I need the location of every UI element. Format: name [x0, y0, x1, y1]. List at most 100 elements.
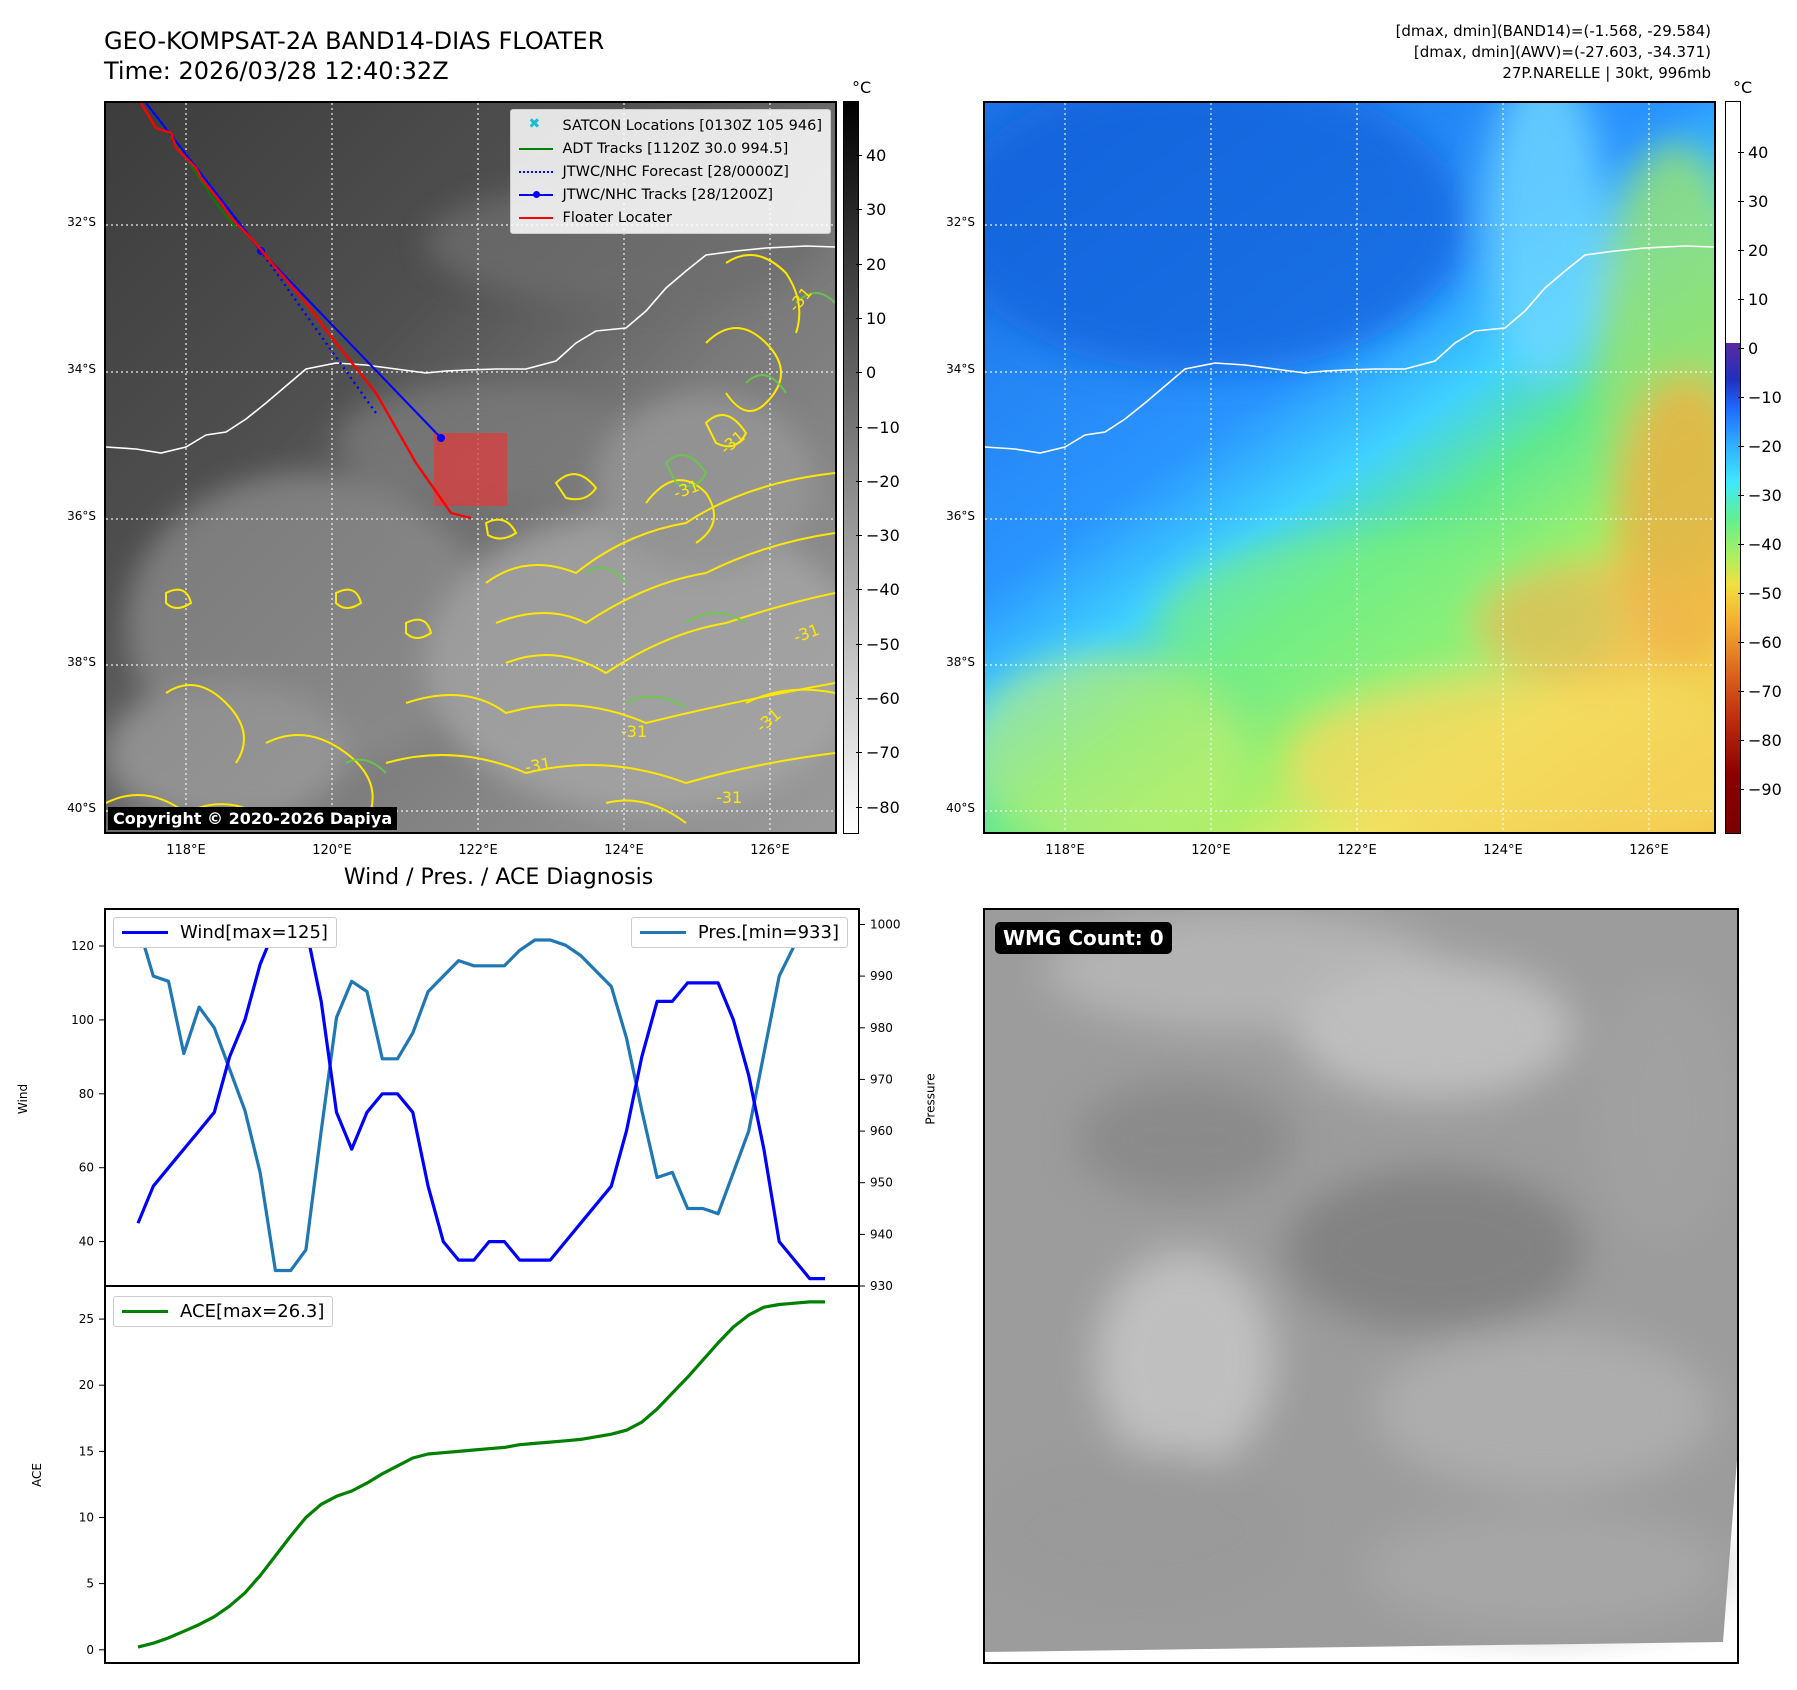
legend-label: ACE[max=26.3] — [180, 1301, 325, 1322]
axis-tick-label: 1000 — [870, 918, 901, 932]
jtwc-track-point — [437, 434, 445, 442]
colorbar-unit: °C — [852, 78, 872, 97]
lat-label: 38°S — [67, 655, 96, 669]
lon-label: 124°E — [604, 843, 644, 858]
lat-label: 38°S — [946, 655, 975, 669]
axis-tick-label: 15 — [79, 1444, 94, 1458]
axis-tick-label: 100 — [71, 1013, 94, 1027]
coastline — [985, 245, 1714, 454]
colorbar-tick-label: −50 — [856, 634, 900, 654]
axis-tick-label: 950 — [870, 1176, 893, 1190]
wmg-image — [985, 910, 1737, 1662]
contour-labels: -31 -31 -31 -31 -31 -31 -31 -31 — [523, 283, 822, 807]
line-dot-icon — [518, 188, 553, 202]
axis-tick-label: 40 — [79, 1235, 94, 1249]
coastline — [106, 245, 835, 454]
lon-label: 118°E — [166, 843, 206, 858]
wind-series-line — [136, 925, 825, 1281]
legend-label: Wind[max=125] — [180, 922, 328, 943]
colorbar-tick-label: −60 — [856, 689, 900, 708]
lat-label: 32°S — [946, 215, 975, 229]
axis-tick-label: 970 — [870, 1072, 893, 1086]
legend-label: ADT Tracks [1120Z 30.0 994.5] — [562, 140, 789, 157]
colorbar-tick-label: −70 — [1738, 682, 1782, 701]
legend-satcon: ✖ SATCON Locations [0130Z 105 946] — [519, 114, 822, 137]
legend-label: Pres.[min=933] — [697, 922, 839, 943]
axis-tick-label: 60 — [79, 1161, 94, 1175]
wind-axis-label: Wind — [16, 1083, 31, 1115]
colorbar-grayscale — [843, 101, 859, 834]
lat-label: 40°S — [946, 801, 975, 815]
colorbar-tick-label: −20 — [856, 471, 900, 491]
contour-label: -31 — [716, 788, 742, 807]
line-icon — [518, 142, 553, 156]
colorbar-tick-label: −30 — [856, 526, 900, 546]
colorbar-tick-label: −80 — [856, 797, 900, 817]
legend-floater: Floater Locater — [518, 206, 822, 229]
lat-label: 40°S — [67, 801, 96, 815]
legend-label: JTWC/NHC Tracks [28/1200Z] — [562, 186, 774, 203]
axis-tick-label: 960 — [870, 1124, 893, 1138]
colorbar-tick-label: −90 — [1738, 780, 1782, 799]
axis-tick-label: 5 — [86, 1577, 94, 1591]
colorbar-tick-label: 0 — [855, 363, 877, 383]
axis-tick-label: 930 — [870, 1279, 893, 1293]
pressure-axis-label: Pressure — [923, 1073, 938, 1125]
colorbar-tick-label: −80 — [1738, 731, 1782, 750]
colorbar-tick-label: 40 — [855, 146, 887, 165]
wmg-panel: WMG Count: 0 — [983, 908, 1739, 1664]
lat-label: 36°S — [946, 509, 975, 523]
axis-tick-label: 80 — [79, 1087, 94, 1101]
lon-label: 120°E — [312, 843, 352, 858]
info-band14: [dmax, dmin](BAND14)=(-1.568, -29.584) — [1395, 22, 1711, 40]
ir-map: -31 -31 -31 -31 -31 -31 -31 -31 — [106, 103, 835, 832]
ace-axis-ticks: 0 5 10 15 20 25 — [79, 1312, 105, 1657]
wind-legend: Wind[max=125] — [113, 917, 337, 948]
colorbar-tick-label: 0 — [1737, 339, 1759, 358]
colorbar-tick-label: −10 — [1738, 388, 1782, 407]
pressure-axis-ticks: 930 940 950 960 970 980 990 1000 — [859, 918, 901, 1293]
axis-tick-label: 0 — [86, 1643, 94, 1657]
colorbar-tick-label: −30 — [1738, 486, 1782, 505]
wmg-count-badge: WMG Count: 0 — [995, 922, 1172, 954]
colorbar-tick-label: −40 — [1738, 535, 1782, 554]
colorbar-tick-label: 10 — [855, 308, 887, 328]
lat-label: 34°S — [67, 362, 96, 376]
lon-label: 126°E — [1629, 843, 1669, 858]
pressure-legend: Pres.[min=933] — [630, 917, 848, 948]
ace-axis-label: ACE — [29, 1463, 44, 1487]
awv-map — [985, 103, 1714, 832]
legend-line-icon — [122, 931, 168, 934]
legend-line-icon — [639, 931, 686, 934]
lat-label: 34°S — [946, 362, 975, 376]
contour-label: -31 — [523, 754, 552, 777]
colorbar-tick-label: 20 — [1737, 241, 1769, 260]
colorbar-tick-label: −10 — [856, 417, 900, 437]
colorbar-tick-label: 40 — [1737, 143, 1769, 162]
legend-label: SATCON Locations [0130Z 105 946] — [562, 117, 822, 134]
lon-label: 120°E — [1191, 843, 1231, 858]
axis-tick-label: 980 — [870, 1021, 893, 1035]
lat-label: 36°S — [67, 509, 96, 523]
legend-label: JTWC/NHC Forecast [28/0000Z] — [562, 163, 789, 180]
ir-map-panel: -31 -31 -31 -31 -31 -31 -31 -31 ✖ SATCON… — [104, 101, 837, 834]
colorbar-tick-label: 20 — [855, 254, 887, 274]
info-storm: 27P.NARELLE | 30kt, 996mb — [1502, 64, 1711, 82]
map-legend: ✖ SATCON Locations [0130Z 105 946] ADT T… — [509, 109, 831, 234]
floater-track — [139, 103, 472, 520]
legend-jtwc-track: JTWC/NHC Tracks [28/1200Z] — [518, 183, 822, 206]
colorbar-tick-label: −60 — [1738, 633, 1782, 652]
contours-green — [345, 292, 835, 774]
colorbar-tick-label: −40 — [856, 580, 900, 600]
contours-yellow — [106, 254, 835, 824]
axis-tick-label: 940 — [870, 1227, 893, 1241]
lat-label: 32°S — [67, 215, 96, 229]
legend-line-icon — [122, 1310, 168, 1313]
lon-label: 122°E — [1337, 843, 1377, 858]
info-awv: [dmax, dmin](AWV)=(-27.603, -34.371) — [1413, 43, 1711, 61]
awv-gridlines — [985, 103, 1714, 832]
line-icon — [518, 211, 553, 225]
colorbar-unit: °C — [1733, 78, 1753, 97]
figure-title: GEO-KOMPSAT-2A BAND14-DIAS FLOATER — [104, 27, 605, 55]
colorbar-tick-label: 10 — [1737, 290, 1769, 309]
